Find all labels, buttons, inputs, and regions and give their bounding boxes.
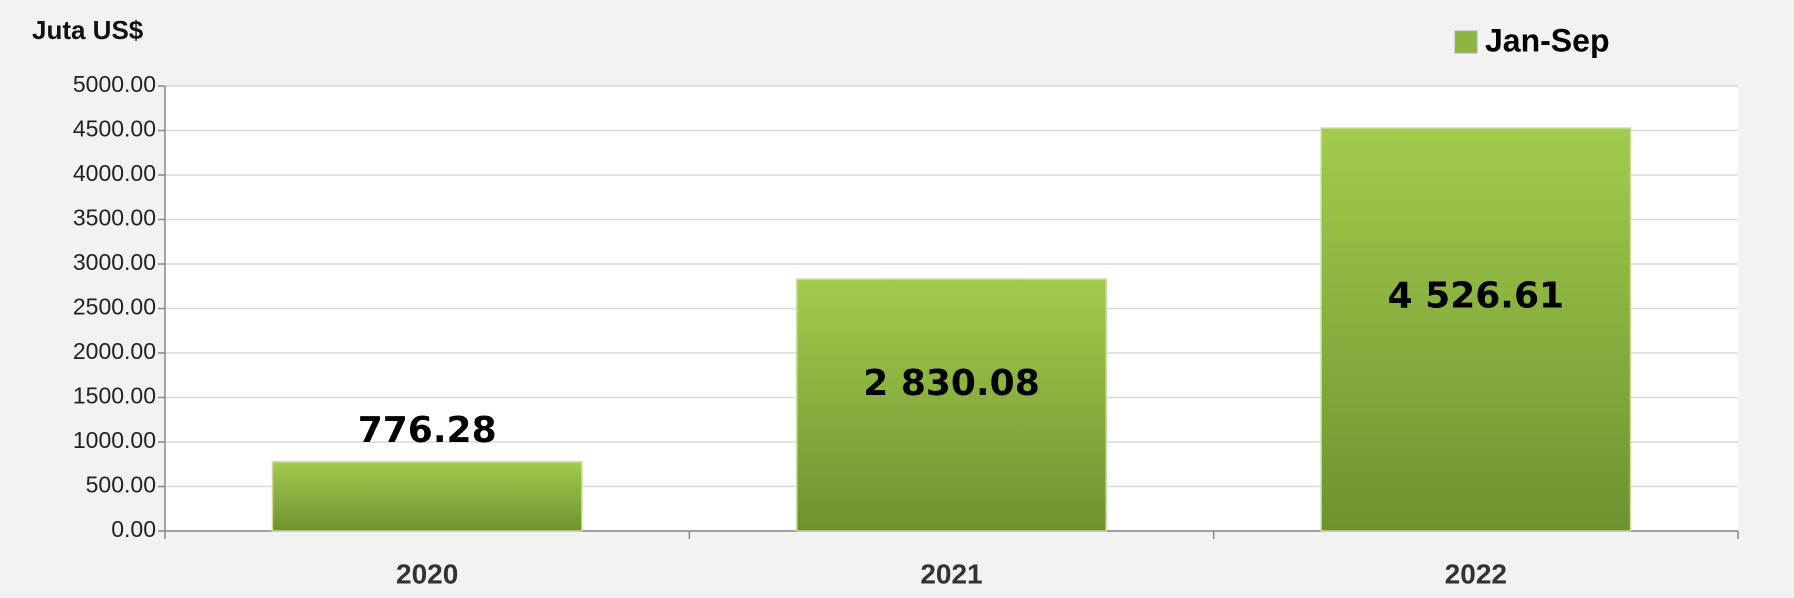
value-label: 4 526.61: [1388, 275, 1565, 316]
y-tick-label: 2000.00: [73, 338, 156, 364]
y-tick-label: 4500.00: [73, 116, 156, 142]
value-label: 2 830.08: [863, 363, 1040, 404]
y-tick-label: 4000.00: [73, 160, 156, 186]
y-tick-label: 5000.00: [73, 71, 156, 97]
bar: [796, 278, 1107, 532]
y-tick-label: 3500.00: [73, 205, 156, 231]
y-tick-label: 2500.00: [73, 294, 156, 320]
y-axis-label: Juta US$: [32, 15, 144, 45]
y-tick-label: 3000.00: [73, 249, 156, 275]
y-tick-label: 1000.00: [73, 427, 156, 453]
x-tick-label: 2021: [920, 558, 982, 589]
x-tick-label: 2020: [396, 558, 458, 589]
legend-swatch: [1454, 30, 1478, 54]
bar: [271, 461, 583, 532]
y-tick-label: 0.00: [111, 516, 156, 542]
y-tick-label: 1500.00: [73, 383, 156, 409]
y-tick-label: 500.00: [86, 472, 156, 498]
legend-label: Jan-Sep: [1485, 22, 1609, 58]
x-tick-label: 2022: [1445, 558, 1507, 589]
bar: [1320, 127, 1632, 532]
value-label: 776.28: [358, 410, 497, 451]
